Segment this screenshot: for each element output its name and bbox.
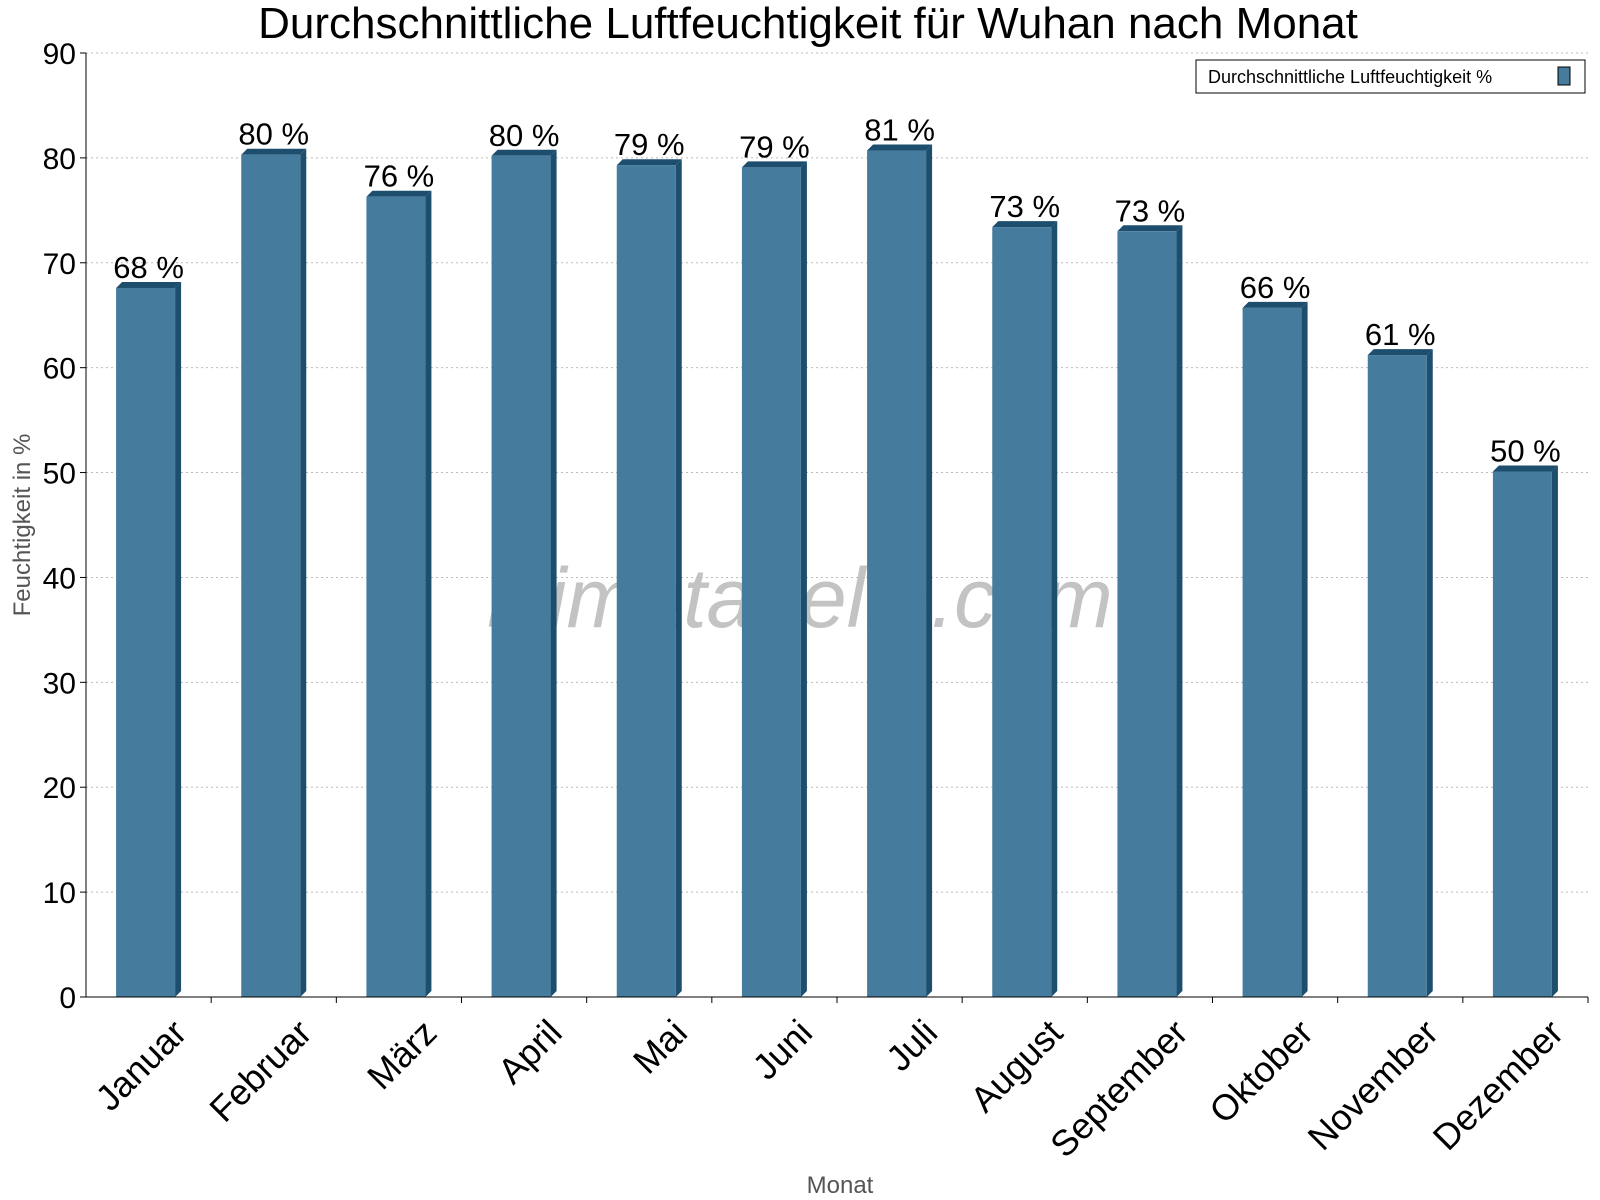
y-tick-label: 20 — [43, 772, 76, 805]
bar — [741, 167, 801, 998]
data-label: 50 % — [1490, 434, 1561, 469]
data-label: 80 % — [489, 118, 560, 153]
bar-group: 80 % — [489, 118, 560, 997]
y-tick-label: 0 — [59, 982, 76, 1015]
data-label: 73 % — [989, 189, 1060, 224]
y-tick-label: 50 — [43, 458, 76, 491]
bar-side — [425, 190, 432, 998]
x-tick-label: November — [1299, 1012, 1445, 1158]
x-tick-label: Juli — [878, 1012, 945, 1079]
data-label: 80 % — [238, 117, 309, 152]
bar-group: 81 % — [864, 113, 935, 998]
bar-top — [1492, 465, 1558, 472]
bar-group: 66 % — [1240, 270, 1311, 997]
bars-layer: 68 % 80 % 76 % 80 % 79 % 79 % 81 % 73 % 73 % 66 %… — [113, 113, 1561, 998]
x-tick-label: September — [1042, 1012, 1196, 1166]
bar-group: 73 % — [989, 189, 1060, 998]
x-tick-label: Oktober — [1201, 1012, 1321, 1132]
bar-side — [1051, 221, 1058, 998]
data-label: 66 % — [1240, 270, 1311, 305]
data-label: 73 % — [1115, 193, 1186, 228]
x-tick-label: März — [359, 1012, 445, 1098]
bar-top — [491, 149, 557, 156]
bar-top — [616, 159, 682, 166]
y-axis-title: Feuchtigkeit in % — [9, 434, 36, 617]
bar-side — [550, 149, 557, 997]
data-label: 76 % — [364, 159, 435, 194]
bar-top — [741, 161, 807, 168]
bar — [1117, 231, 1177, 998]
bar-group: 61 % — [1365, 317, 1436, 998]
y-tick-label: 10 — [43, 877, 76, 910]
bar-top — [992, 221, 1058, 228]
bar — [616, 165, 676, 998]
data-label: 61 % — [1365, 317, 1436, 352]
bar — [992, 227, 1052, 998]
x-tick-label: Juni — [744, 1012, 820, 1088]
data-label: 81 % — [864, 113, 935, 148]
x-tick-label: Mai — [625, 1012, 695, 1082]
bar — [1242, 307, 1302, 997]
y-tick-label: 60 — [43, 353, 76, 386]
data-label: 68 % — [113, 250, 184, 285]
y-tick-label: 30 — [43, 667, 76, 700]
bar — [241, 154, 301, 998]
grid-layer — [86, 52, 1588, 893]
bar-group: 76 % — [364, 159, 435, 998]
bar-group: 79 % — [739, 129, 810, 998]
y-tick-label: 80 — [43, 143, 76, 176]
bar-side — [1426, 349, 1433, 998]
bar-side — [1301, 301, 1308, 997]
bar-group: 73 % — [1115, 193, 1186, 998]
legend-label: Durchschnittliche Luftfeuchtigkeit % — [1208, 67, 1492, 87]
bar — [867, 150, 927, 998]
bar-group: 80 % — [238, 117, 309, 998]
bar-top — [1117, 225, 1183, 232]
x-tick-label: Februar — [201, 1012, 319, 1130]
bar-top — [241, 148, 307, 155]
legend-box — [1195, 59, 1586, 94]
bar-side — [1176, 225, 1183, 998]
x-tick-label: Dezember — [1425, 1012, 1571, 1158]
x-tick-label: August — [962, 1012, 1070, 1120]
bar-group: 79 % — [614, 127, 685, 998]
bar-side — [800, 161, 807, 998]
bar-top — [1242, 301, 1308, 308]
bar-group: 68 % — [113, 250, 184, 997]
x-axis-title: Monat — [807, 1172, 874, 1199]
data-label: 79 % — [739, 129, 810, 164]
bar — [1367, 355, 1427, 998]
y-tick-label: 70 — [43, 248, 76, 281]
bar-top — [366, 190, 432, 197]
legend-swatch — [1557, 66, 1571, 86]
x-tick-label: April — [490, 1012, 570, 1092]
bar-top — [116, 281, 182, 288]
bar-top — [867, 144, 933, 151]
bar-top — [1367, 349, 1433, 356]
x-tick-label: Januar — [87, 1012, 194, 1119]
bar-side — [300, 148, 307, 998]
bar-side — [1551, 465, 1558, 997]
bar-side — [926, 144, 933, 998]
chart-title: Durchschnittliche Luftfeuchtigkeit für W… — [258, 0, 1358, 48]
y-tick-label: 90 — [43, 38, 76, 71]
bar — [1492, 471, 1552, 997]
bar-group: 50 % — [1490, 434, 1561, 997]
bar — [366, 196, 426, 998]
bar — [116, 287, 176, 997]
y-tick-label: 40 — [43, 562, 76, 595]
data-label: 79 % — [614, 127, 685, 162]
legend: Durchschnittliche Luftfeuchtigkeit % — [1195, 59, 1586, 94]
bar-side — [675, 159, 682, 998]
bar-side — [175, 281, 182, 997]
bar — [491, 155, 551, 997]
